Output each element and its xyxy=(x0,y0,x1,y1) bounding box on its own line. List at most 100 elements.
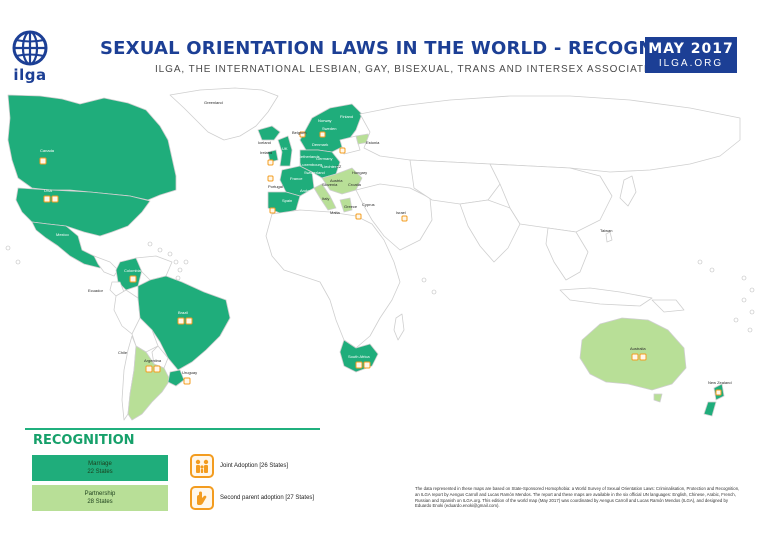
legend-marriage-count: 22 States xyxy=(87,469,113,475)
adoption-marker[interactable] xyxy=(129,275,137,283)
adoption-marker[interactable] xyxy=(183,377,191,385)
label-israel: Israel xyxy=(396,210,406,215)
legend-partnership-label: Partnership xyxy=(84,491,116,497)
adoption-marker[interactable] xyxy=(355,361,363,369)
label-slovenia: Slovenia xyxy=(322,182,338,187)
label-finland: Finland xyxy=(340,114,353,119)
region-argentina[interactable] xyxy=(127,345,171,421)
region-greece[interactable] xyxy=(339,197,353,213)
region-greenland[interactable] xyxy=(169,87,279,141)
region-italy[interactable] xyxy=(313,183,337,211)
region-southeast-asia[interactable] xyxy=(545,227,589,281)
legend-title: RECOGNITION xyxy=(33,433,135,448)
region-indonesia[interactable] xyxy=(559,287,653,307)
label-ireland: Ireland xyxy=(260,150,272,155)
legend-partnership[interactable]: Partnership 28 States xyxy=(32,485,168,511)
adoption-marker[interactable] xyxy=(715,389,722,396)
legend-partnership-count: 28 States xyxy=(87,499,113,505)
label-brazil: Brazil xyxy=(178,310,188,315)
label-canada: Canada xyxy=(40,148,55,153)
region-taiwan[interactable] xyxy=(605,231,613,243)
adoption-marker[interactable] xyxy=(269,207,276,214)
world-map: Greenland Canada USA Mexico Colombia Ecu… xyxy=(0,80,763,425)
ilga-logo[interactable]: ilga xyxy=(8,30,52,84)
family-icon xyxy=(190,454,214,478)
label-hungary: Hungary xyxy=(352,170,367,175)
adoption-marker[interactable] xyxy=(339,147,346,154)
label-czech: CZ xyxy=(336,164,342,169)
label-belgium: Belgium xyxy=(292,130,307,135)
region-tasmania[interactable] xyxy=(653,393,663,403)
region-new-zealand[interactable] xyxy=(703,383,725,417)
label-portugal: Portugal xyxy=(268,184,283,189)
label-austria: Austria xyxy=(330,178,343,183)
date-badge[interactable]: MAY 2017 ILGA.ORG xyxy=(645,37,737,73)
header: ilga SEXUAL ORIENTATION LAWS IN THE WORL… xyxy=(0,0,763,90)
label-estonia: Estonia xyxy=(366,140,380,145)
globe-icon xyxy=(12,30,48,66)
label-iceland: Iceland xyxy=(258,140,271,145)
adoption-marker[interactable] xyxy=(355,213,362,220)
label-andorra: Andorra xyxy=(300,188,315,193)
legend-divider xyxy=(25,428,320,430)
region-uruguay[interactable] xyxy=(167,369,185,387)
region-uk[interactable] xyxy=(277,135,293,167)
label-usa: USA xyxy=(44,188,53,193)
page-subtitle: ILGA, THE INTERNATIONAL LESBIAN, GAY, BI… xyxy=(155,64,665,75)
label-greece: Greece xyxy=(344,204,358,209)
footnote: The data represented in these maps are b… xyxy=(415,486,740,509)
label-netherlands: Netherlands xyxy=(298,154,320,159)
adoption-marker[interactable] xyxy=(401,215,408,222)
adoption-marker[interactable] xyxy=(177,317,185,325)
region-madagascar[interactable] xyxy=(393,313,405,341)
region-middle-east[interactable] xyxy=(355,183,433,251)
region-south-asia[interactable] xyxy=(459,199,521,263)
adoption-marker[interactable] xyxy=(145,365,153,373)
adoption-marker[interactable] xyxy=(267,175,274,182)
adoption-marker[interactable] xyxy=(639,353,647,361)
label-argentina: Argentina xyxy=(144,358,162,363)
region-ireland[interactable] xyxy=(267,149,279,163)
label-chile: Chile xyxy=(118,350,128,355)
legend-marriage[interactable]: Marriage 22 States xyxy=(32,455,168,481)
second-parent-label: Second parent adoption [27 States] xyxy=(220,495,315,501)
adoption-marker[interactable] xyxy=(39,157,47,165)
adoption-marker[interactable] xyxy=(267,159,274,166)
logo-text: ilga xyxy=(13,66,47,84)
label-taiwan: Taiwan xyxy=(600,228,612,233)
region-canada[interactable] xyxy=(7,94,177,201)
adoption-marker[interactable] xyxy=(51,195,59,203)
region-central-america[interactable] xyxy=(93,255,119,277)
label-france: France xyxy=(290,176,303,181)
adoption-marker[interactable] xyxy=(631,353,639,361)
adoption-marker[interactable] xyxy=(363,361,371,369)
label-cyprus: Cyprus xyxy=(362,202,375,207)
region-png[interactable] xyxy=(651,299,685,313)
legend-joint-adoption[interactable]: Joint Adoption [26 States] xyxy=(190,454,330,480)
region-russia[interactable] xyxy=(359,95,741,173)
label-norway: Norway xyxy=(318,118,332,123)
label-italy: Italy xyxy=(322,196,329,201)
date-text: MAY 2017 xyxy=(648,41,734,57)
adoption-marker[interactable] xyxy=(299,131,306,138)
region-iberia[interactable] xyxy=(267,191,301,215)
label-liechtenstein: Liechtenstein xyxy=(322,164,346,169)
label-south-africa: South Africa xyxy=(348,354,370,359)
label-sweden: Sweden xyxy=(322,126,336,131)
region-eastern-europe-partner[interactable] xyxy=(321,167,363,195)
adoption-marker[interactable] xyxy=(319,131,326,138)
label-ecuador: Ecuador xyxy=(88,288,104,293)
label-uk: UK xyxy=(282,146,288,151)
region-iceland[interactable] xyxy=(257,125,281,141)
adoption-marker[interactable] xyxy=(185,317,193,325)
page-title: SEXUAL ORIENTATION LAWS IN THE WORLD - R… xyxy=(100,38,711,59)
site-link: ILGA.ORG xyxy=(658,58,724,69)
label-croatia: Croatia xyxy=(348,182,362,187)
adoption-marker[interactable] xyxy=(153,365,161,373)
adoption-marker[interactable] xyxy=(43,195,51,203)
label-denmark: Denmark xyxy=(312,142,328,147)
region-japan[interactable] xyxy=(619,175,637,207)
legend-second-parent[interactable]: Second parent adoption [27 States] xyxy=(190,486,330,512)
label-colombia: Colombia xyxy=(124,268,142,273)
region-china[interactable] xyxy=(489,163,613,233)
